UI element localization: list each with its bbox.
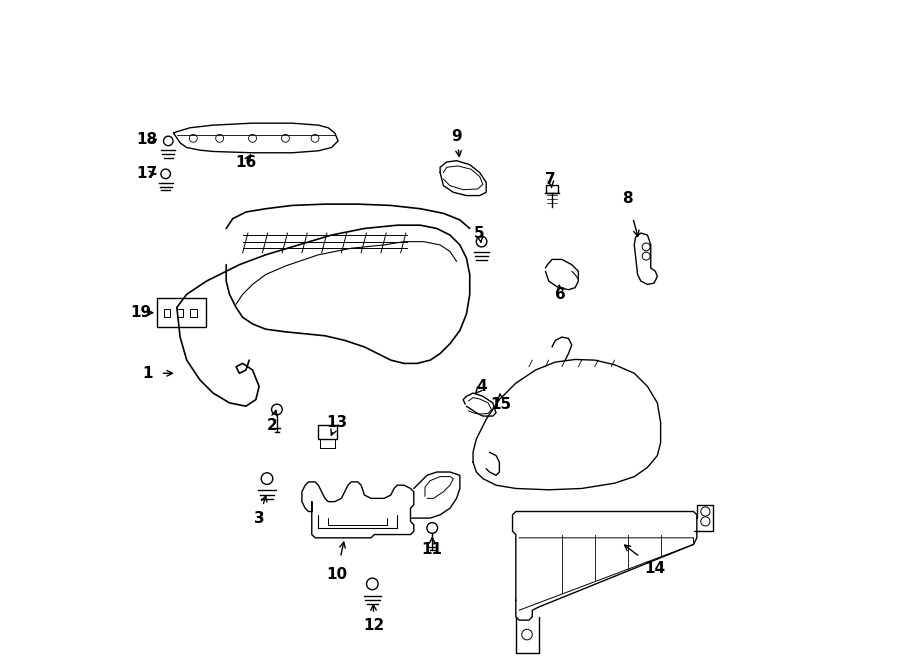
Text: 2: 2 <box>267 418 278 434</box>
Text: 12: 12 <box>364 618 385 633</box>
Text: 4: 4 <box>476 379 487 394</box>
Text: 7: 7 <box>545 172 556 186</box>
Text: 15: 15 <box>491 397 512 412</box>
Bar <box>546 186 558 192</box>
Bar <box>320 439 335 447</box>
Text: 11: 11 <box>422 541 443 557</box>
Text: 17: 17 <box>137 167 157 181</box>
Bar <box>164 309 170 317</box>
Text: 16: 16 <box>235 155 256 170</box>
Text: 9: 9 <box>451 129 462 144</box>
Text: 8: 8 <box>623 191 633 206</box>
Text: 13: 13 <box>326 415 347 430</box>
Text: 19: 19 <box>130 305 151 320</box>
Bar <box>319 424 337 439</box>
Bar <box>190 309 196 317</box>
Text: 1: 1 <box>142 366 152 381</box>
Bar <box>176 309 184 317</box>
Text: 10: 10 <box>326 566 347 582</box>
Text: 6: 6 <box>555 287 566 302</box>
Text: 18: 18 <box>137 132 157 147</box>
Text: 14: 14 <box>644 561 666 576</box>
Text: 3: 3 <box>254 510 265 525</box>
Text: 5: 5 <box>474 225 485 241</box>
